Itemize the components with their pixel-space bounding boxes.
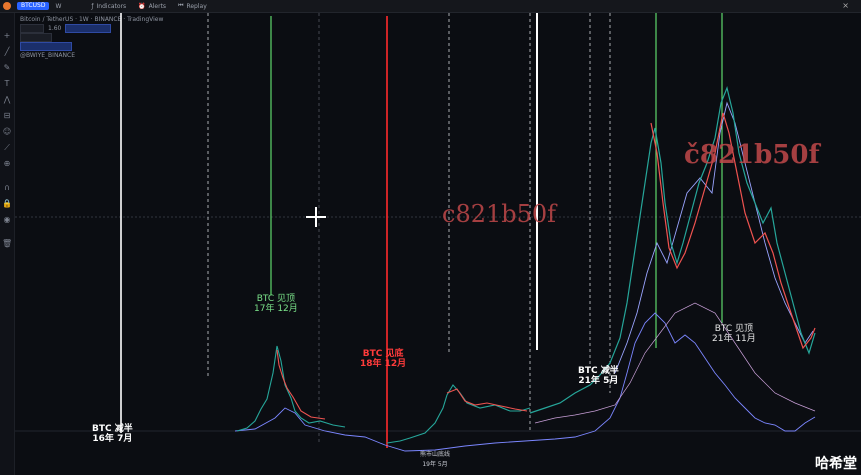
blue-series-upper xyxy=(614,101,814,374)
candles-2017 xyxy=(236,345,346,432)
candles-2021-red xyxy=(650,112,816,350)
label-bear-low: 熊市山底线 19年 5月 xyxy=(420,451,451,468)
label-bottom-2018: BTC 见底 18年 12月 xyxy=(360,349,407,369)
candles-2021-noise xyxy=(534,302,816,424)
watermark-center: c821b50f xyxy=(442,200,557,228)
text-icon[interactable]: T xyxy=(4,79,10,88)
alerts-icon: ⏰ xyxy=(138,2,146,10)
value-chip-2 xyxy=(20,33,52,42)
indicator-row: 1.60 xyxy=(20,24,163,33)
brush-icon[interactable]: ✎ xyxy=(3,63,11,72)
emoji-icon[interactable]: ☺ xyxy=(2,127,12,136)
source-row: @BWIYE_BINANCE xyxy=(20,52,76,59)
corner-watermark: 哈希堂 xyxy=(815,456,857,472)
trendline-icon[interactable]: ╱ xyxy=(4,47,10,56)
crosshair-icon[interactable]: + xyxy=(3,31,11,40)
candles-2021 xyxy=(529,86,816,414)
drawing-toolbar: + ╱ ✎ T ⋀ ⊟ ☺ ⟋ ⊕ ∩ 🔒 ◉ 🗑 xyxy=(0,13,15,475)
value-chip-3 xyxy=(20,42,72,51)
indicators-icon: ƒ xyxy=(91,2,94,10)
zoom-icon[interactable]: ⊕ xyxy=(3,159,11,168)
value-chip xyxy=(20,24,44,33)
indicators-button[interactable]: ƒ Indicators xyxy=(91,2,127,10)
pattern-icon[interactable]: ⋀ xyxy=(3,95,11,104)
eye-icon[interactable]: ◉ xyxy=(3,215,11,224)
value-chip-blue xyxy=(65,24,112,33)
candles-2019 xyxy=(386,384,531,444)
interval-button[interactable]: W xyxy=(55,2,62,10)
indicator-row-3 xyxy=(20,42,163,51)
lock-icon[interactable]: 🔒 xyxy=(2,199,12,208)
alerts-button[interactable]: ⏰ Alerts xyxy=(138,2,167,10)
watermark-right: č821b5𝟎f xyxy=(684,140,820,170)
symbol-search-button[interactable]: BTCUSD xyxy=(17,2,50,10)
magnet-icon[interactable]: ∩ xyxy=(4,183,10,192)
ruler-icon[interactable]: ⟋ xyxy=(4,143,10,152)
measure-icon[interactable]: ⊟ xyxy=(3,111,11,120)
candles-2019-red xyxy=(446,388,528,412)
label-halving-2016: BTC 减半 16年 7月 xyxy=(92,424,133,444)
label-halving-2021: BTC 减半 21年 5月 xyxy=(578,366,619,386)
price-chart[interactable] xyxy=(15,13,861,475)
trash-icon[interactable]: 🗑 xyxy=(2,239,13,248)
chart-legend: Bitcoin / TetherUS · 1W · BINANCE · Trad… xyxy=(20,15,163,60)
symbol-info-row: Bitcoin / TetherUS · 1W · BINANCE · Trad… xyxy=(20,16,164,23)
top-toolbar: BTCUSD W ƒ Indicators ⏰ Alerts ⏮ Replay × xyxy=(0,0,861,13)
logo-icon xyxy=(3,2,11,10)
indicator-row-2 xyxy=(20,33,163,42)
label-top-2021: BTC 见顶 21年 11月 xyxy=(712,324,756,344)
label-top-2017: BTC 见顶 17年 12月 xyxy=(254,294,298,314)
candles-2017-red xyxy=(276,349,326,420)
crosshair-cursor-icon xyxy=(306,207,326,227)
replay-icon: ⏮ xyxy=(178,2,184,9)
replay-button[interactable]: ⏮ Replay xyxy=(178,2,207,10)
blue-series-line xyxy=(234,312,816,452)
close-button[interactable]: × xyxy=(842,1,849,10)
